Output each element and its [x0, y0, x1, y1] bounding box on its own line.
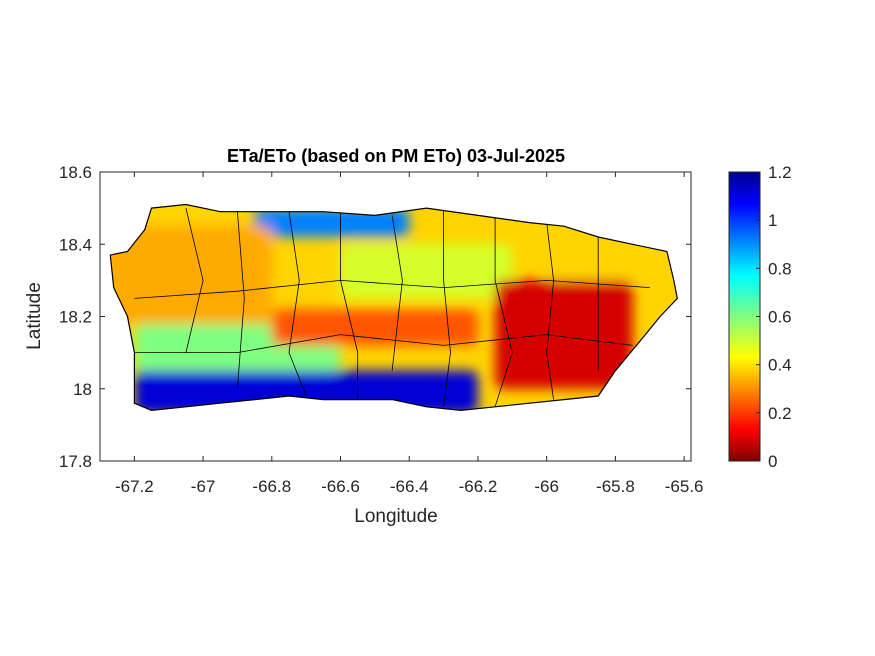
y-axis-label: Latitude	[24, 282, 45, 350]
x-tick-label: -66.2	[459, 477, 498, 496]
x-axis-ticks: -67.2 -67 -66.8 -66.6 -66.4 -66.2 -66 -65.8 -65.…	[115, 172, 704, 496]
colorbar-tick-label: 0	[768, 452, 777, 471]
colorbar-tick-label: 1	[768, 211, 777, 230]
colorbar-tick-label: 0.6	[768, 308, 792, 327]
x-tick-label: -65.8	[596, 477, 635, 496]
y-tick-label: 18.6	[59, 163, 92, 182]
x-axis-label: Longitude	[354, 506, 437, 527]
municipality-border	[134, 334, 633, 353]
map-layer	[109, 203, 678, 412]
island-outline	[109, 203, 678, 412]
y-axis-ticks: 17.8 18 18.2 18.4 18.6	[59, 163, 691, 471]
chart-title: ETa/ETo (based on PM ETo) 03-Jul-2025	[227, 146, 565, 166]
x-tick-label: -65.6	[665, 477, 704, 496]
municipality-border	[546, 222, 555, 400]
x-tick-label: -67.2	[115, 477, 154, 496]
y-tick-label: 17.8	[59, 452, 92, 471]
y-tick-label: 18	[73, 380, 92, 399]
y-tick-label: 18.2	[59, 308, 92, 327]
municipality-border	[185, 208, 204, 353]
colorbar-tick-label: 0.8	[768, 259, 792, 278]
colorbar	[728, 171, 761, 462]
municipality-border	[340, 211, 359, 400]
map-region	[546, 237, 667, 281]
x-tick-label: -66.6	[321, 477, 360, 496]
municipality-border	[288, 211, 307, 397]
colorbar-tick-label: 0.4	[768, 356, 792, 375]
x-tick-label: -66.8	[252, 477, 291, 496]
x-tick-label: -66	[534, 477, 559, 496]
map-region	[110, 226, 272, 324]
colorbar-ticks: 0 0.2 0.4 0.6 0.8 1 1.2	[756, 163, 792, 471]
map-region	[271, 309, 478, 346]
municipality-border	[134, 279, 650, 299]
municipality-border	[443, 208, 451, 407]
municipality-border	[494, 215, 513, 407]
colorbar-tick-label: 0.2	[768, 404, 792, 423]
x-tick-label: -67	[191, 477, 216, 496]
colorbar-tick-label: 1.2	[768, 163, 792, 182]
map-region	[495, 280, 633, 389]
map-region	[340, 244, 513, 299]
municipality-border	[237, 211, 245, 389]
x-tick-label: -66.4	[390, 477, 429, 496]
y-tick-label: 18.4	[59, 235, 92, 254]
